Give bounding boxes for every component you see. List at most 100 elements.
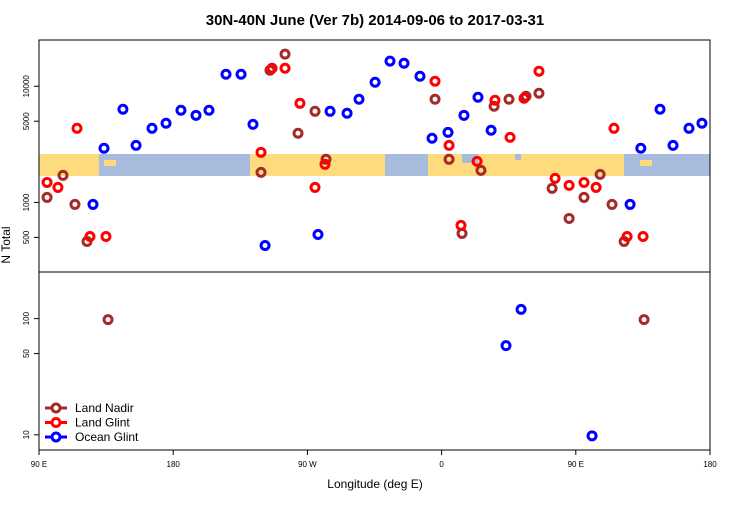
data-point bbox=[667, 139, 679, 151]
data-point bbox=[247, 118, 259, 130]
data-point bbox=[41, 176, 53, 188]
data-point bbox=[57, 169, 69, 181]
plot-frame bbox=[38, 39, 711, 451]
data-point bbox=[489, 94, 501, 106]
y-tick-label: 1000 bbox=[22, 193, 31, 211]
sea-block bbox=[462, 154, 478, 163]
data-point bbox=[637, 231, 649, 243]
data-point bbox=[175, 104, 187, 116]
land-block bbox=[104, 160, 116, 166]
data-point bbox=[398, 57, 410, 69]
data-point bbox=[100, 231, 112, 243]
data-point bbox=[294, 97, 306, 109]
data-point bbox=[503, 93, 515, 105]
data-point bbox=[654, 103, 666, 115]
data-point bbox=[98, 142, 110, 154]
data-point bbox=[590, 181, 602, 193]
data-point bbox=[696, 117, 708, 129]
data-point bbox=[220, 68, 232, 80]
data-point bbox=[102, 314, 114, 326]
legend-marker bbox=[50, 431, 62, 443]
legend-marker bbox=[50, 402, 62, 414]
data-point bbox=[635, 142, 647, 154]
data-point bbox=[353, 93, 365, 105]
data-point bbox=[443, 139, 455, 151]
data-point bbox=[320, 153, 332, 165]
data-point bbox=[455, 219, 467, 231]
data-point bbox=[485, 124, 497, 136]
land-block bbox=[428, 154, 624, 176]
data-point bbox=[608, 122, 620, 134]
data-point bbox=[146, 122, 158, 134]
y-tick-label: 500 bbox=[22, 230, 31, 244]
data-point bbox=[488, 100, 500, 112]
data-point bbox=[190, 109, 202, 121]
data-point bbox=[533, 65, 545, 77]
data-point bbox=[442, 126, 454, 138]
data-point bbox=[309, 105, 321, 117]
data-point bbox=[546, 182, 558, 194]
data-point bbox=[533, 87, 545, 99]
data-point bbox=[504, 131, 516, 143]
data-point bbox=[458, 109, 470, 121]
data-point bbox=[266, 62, 278, 74]
data-point bbox=[429, 75, 441, 87]
data-point bbox=[475, 164, 487, 176]
land-block bbox=[250, 154, 385, 176]
data-point bbox=[130, 139, 142, 151]
chart-title: 30N-40N June (Ver 7b) 2014-09-06 to 2017… bbox=[206, 12, 545, 29]
data-point bbox=[500, 340, 512, 352]
data-point bbox=[312, 228, 324, 240]
data-point bbox=[117, 103, 129, 115]
x-tick-label: 90 E bbox=[568, 460, 584, 469]
data-point bbox=[279, 62, 291, 74]
data-point bbox=[369, 76, 381, 88]
data-point bbox=[279, 48, 291, 60]
data-point bbox=[87, 198, 99, 210]
data-point bbox=[515, 303, 527, 315]
data-point bbox=[472, 91, 484, 103]
legend-label: Land Nadir bbox=[75, 401, 134, 415]
data-point bbox=[606, 198, 618, 210]
data-point bbox=[255, 166, 267, 178]
data-point bbox=[594, 168, 606, 180]
data-point bbox=[621, 231, 633, 243]
land-block bbox=[640, 160, 652, 166]
sea-block bbox=[515, 154, 521, 160]
data-point bbox=[563, 179, 575, 191]
data-point bbox=[324, 105, 336, 117]
data-point bbox=[586, 430, 598, 442]
data-point bbox=[71, 122, 83, 134]
data-point bbox=[426, 132, 438, 144]
data-point bbox=[292, 127, 304, 139]
data-point bbox=[578, 191, 590, 203]
data-point bbox=[255, 146, 267, 158]
y-tick-label: 10000 bbox=[22, 75, 31, 98]
data-point bbox=[624, 198, 636, 210]
data-point bbox=[160, 117, 172, 129]
data-point bbox=[84, 231, 96, 243]
legend-label: Land Glint bbox=[75, 416, 130, 430]
x-tick-label: 0 bbox=[439, 460, 444, 469]
x-tick-label: 90 E bbox=[31, 460, 47, 469]
y-tick-label: 5000 bbox=[22, 112, 31, 130]
x-tick-label: 90 W bbox=[298, 460, 317, 469]
x-tick-label: 180 bbox=[167, 460, 181, 469]
data-point bbox=[443, 153, 455, 165]
y-tick-label: 50 bbox=[22, 349, 31, 358]
data-point bbox=[235, 68, 247, 80]
legend-label: Ocean Glint bbox=[75, 430, 139, 444]
data-point bbox=[41, 191, 53, 203]
map-band bbox=[39, 154, 710, 176]
data-point bbox=[638, 314, 650, 326]
data-point bbox=[683, 122, 695, 134]
data-point bbox=[384, 55, 396, 67]
data-point bbox=[52, 181, 64, 193]
data-point bbox=[69, 198, 81, 210]
data-point bbox=[319, 158, 331, 170]
data-point bbox=[203, 104, 215, 116]
y-tick-label: 100 bbox=[22, 311, 31, 325]
data-point bbox=[471, 155, 483, 167]
